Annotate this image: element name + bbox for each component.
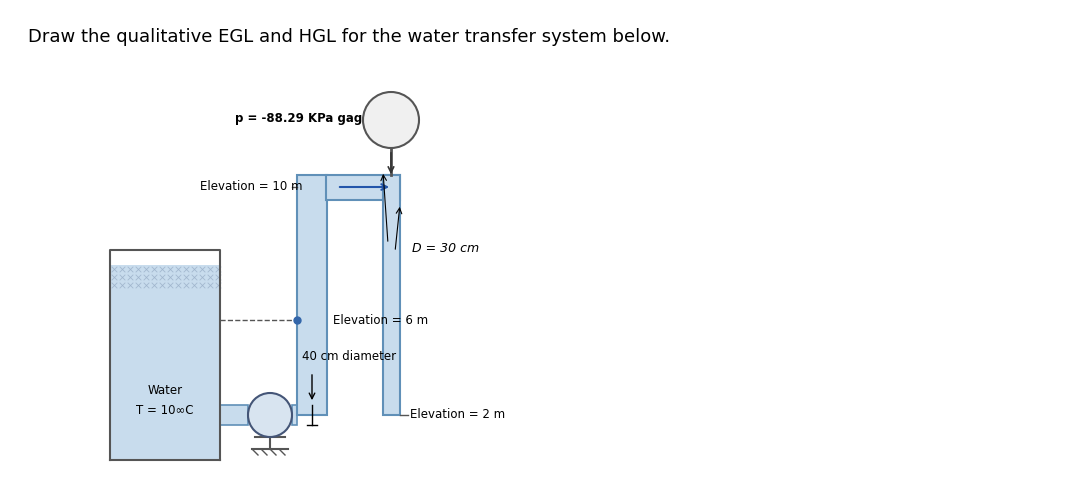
Polygon shape [297, 175, 327, 415]
Polygon shape [326, 175, 400, 200]
Text: Elevation = 2 m: Elevation = 2 m [410, 408, 505, 422]
Text: T = 10∞C: T = 10∞C [136, 404, 194, 416]
Text: 40 cm diameter: 40 cm diameter [302, 350, 396, 363]
Text: Elevation = 10 m: Elevation = 10 m [200, 180, 302, 194]
Circle shape [363, 92, 419, 148]
Polygon shape [220, 405, 248, 425]
Text: D = 30 cm: D = 30 cm [412, 242, 479, 254]
Text: Water: Water [148, 384, 182, 396]
Polygon shape [383, 175, 400, 415]
Circle shape [248, 393, 292, 437]
Text: Draw the qualitative EGL and HGL for the water transfer system below.: Draw the qualitative EGL and HGL for the… [28, 28, 670, 46]
Polygon shape [292, 405, 297, 425]
Text: Elevation = 6 m: Elevation = 6 m [333, 314, 428, 326]
Text: p = -88.29 KPa gage: p = -88.29 KPa gage [235, 112, 370, 125]
Polygon shape [110, 265, 220, 460]
